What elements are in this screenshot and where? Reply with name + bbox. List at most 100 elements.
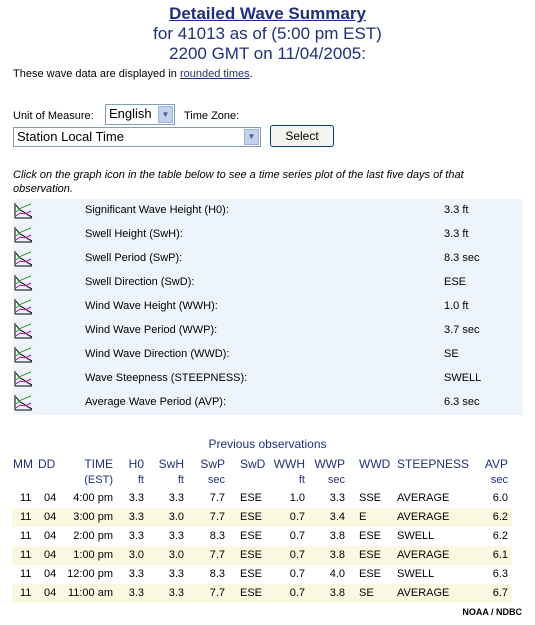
table-cell: 3.8 [329, 587, 345, 599]
summary-value: ESE [444, 276, 467, 288]
table-cell: SE [359, 587, 374, 599]
time-line: 2200 GMT on 11/04/2005: [169, 44, 366, 63]
graph-icon[interactable] [13, 226, 33, 244]
table-cell: 3.8 [329, 530, 345, 542]
summary-label: Wave Steepness (STEEPNESS): [85, 372, 248, 384]
chevron-down-icon[interactable]: ▼ [158, 106, 173, 123]
table-cell: 04 [44, 587, 57, 599]
table-cell: 3.3 [128, 587, 144, 599]
graph-icon[interactable] [13, 298, 33, 316]
table-cell: 04 [44, 530, 57, 542]
table-cell: 7.7 [209, 511, 225, 523]
graph-icon[interactable] [13, 202, 33, 220]
summary-row: Significant Wave Height (H0): 3.3 ft [13, 199, 523, 223]
table-cell: 4.0 [329, 568, 345, 580]
summary-label: Significant Wave Height (H0): [85, 204, 229, 216]
table-cell: 4:00 pm [73, 492, 113, 504]
table-cell: ESE [240, 530, 263, 542]
table-cell: ESE [359, 568, 382, 580]
note-suffix: . [249, 68, 253, 80]
summary-value: 8.3 sec [444, 252, 480, 264]
summary-label: Wind Wave Direction (WWD): [85, 348, 230, 360]
table-cell: 8.3 [209, 568, 225, 580]
table-cell: ESE [240, 587, 263, 599]
table-cell: 11 [20, 511, 32, 523]
table-cell: 11 [20, 568, 32, 580]
table-row: 11 04 12:00 pm 3.3 3.3 8.3 ESE 0.7 4.0 ESE SWELL 6.… [12, 565, 512, 584]
table-cell: 3.3 [168, 530, 184, 542]
summary-row: Swell Direction (SwD): ESE [13, 271, 523, 295]
table-cell: 3.3 [329, 492, 345, 504]
table-cell: 11 [20, 492, 32, 504]
table-cell: 3.3 [168, 492, 184, 504]
summary-value: 3.7 sec [444, 324, 480, 336]
table-cell: 3.3 [168, 568, 184, 580]
table-cell: 11 [20, 549, 32, 561]
graph-icon[interactable] [13, 394, 33, 412]
column-unit: sec [207, 474, 225, 486]
timezone-select[interactable]: Station Local Time ▼ [13, 127, 261, 147]
graph-icon[interactable] [13, 370, 33, 388]
column-unit: ft [177, 474, 184, 486]
timezone-label: Time Zone: [184, 110, 240, 122]
note-prefix: These wave data are displayed in [13, 68, 180, 80]
unit-select-value: English [109, 106, 152, 121]
table-cell: 3.3 [128, 511, 144, 523]
table-row: 11 04 11:00 am 3.3 3.3 7.7 ESE 0.7 3.8 SE AVERAGE 6… [12, 584, 512, 603]
table-cell: 3.3 [168, 587, 184, 599]
table-cell: SWELL [397, 568, 435, 580]
table-cell: 3.0 [168, 511, 184, 523]
table-cell: ESE [240, 568, 263, 580]
table-cell: ESE [359, 530, 382, 542]
chevron-down-icon[interactable]: ▼ [244, 129, 259, 145]
page-title-link[interactable]: Detailed Wave Summary [169, 4, 366, 23]
unit-label: Unit of Measure: [13, 110, 94, 122]
table-cell: 04 [44, 549, 57, 561]
table-row: 11 04 4:00 pm 3.3 3.3 7.7 ESE 1.0 3.3 SSE AVERAGE 6… [12, 489, 512, 508]
column-unit: ft [137, 474, 144, 486]
graph-icon[interactable] [13, 322, 33, 340]
rounded-times-note: These wave data are displayed in rounded… [13, 68, 253, 80]
unit-select[interactable]: English ▼ [105, 104, 175, 125]
table-cell: 7.7 [209, 492, 225, 504]
table-cell: 6.7 [492, 587, 508, 599]
summary-value: SWELL [444, 372, 482, 384]
column-unit: (EST) [84, 474, 113, 486]
table-cell: 2:00 pm [73, 530, 113, 542]
graph-icon[interactable] [13, 346, 33, 364]
table-row: 11 04 3:00 pm 3.3 3.0 7.7 ESE 0.7 3.4 E AVERAGE 6.2 [12, 508, 512, 527]
table-cell: 0.7 [289, 511, 305, 523]
table-cell: 7.7 [209, 549, 225, 561]
table-cell: 3.3 [128, 568, 144, 580]
table-cell: 0.7 [289, 568, 305, 580]
summary-row: Swell Period (SwP): 8.3 sec [13, 247, 523, 271]
summary-label: Average Wave Period (AVP): [85, 396, 227, 408]
table-cell: AVERAGE [397, 511, 450, 523]
table-cell: AVERAGE [397, 549, 450, 561]
column-header: AVP [484, 457, 508, 471]
table-cell: 0.7 [289, 587, 305, 599]
column-header: STEEPNESS [397, 457, 470, 471]
graph-icon[interactable] [13, 274, 33, 292]
summary-label: Swell Direction (SwD): [85, 276, 195, 288]
graph-icon[interactable] [13, 250, 33, 268]
summary-row: Wave Steepness (STEEPNESS): SWELL [13, 367, 523, 391]
table-cell: 3.3 [128, 492, 144, 504]
rounded-times-link[interactable]: rounded times [179, 68, 250, 80]
summary-label: Wind Wave Period (WWP): [85, 324, 218, 336]
table-cell: 3.4 [329, 511, 345, 523]
table-cell: 6.0 [492, 492, 508, 504]
column-header: SwP [200, 457, 225, 471]
table-cell: 7.7 [209, 587, 225, 599]
table-cell: 3.8 [329, 549, 345, 561]
graph-instructions: Click on the graph icon in the table bel… [13, 169, 464, 195]
table-cell: 1.0 [289, 492, 305, 504]
summary-row: Wind Wave Period (WWP): 3.7 sec [13, 319, 523, 343]
summary-label: Wind Wave Height (WWH): [85, 300, 218, 312]
column-header: TIME [84, 457, 113, 471]
column-header: SwD [240, 457, 266, 471]
table-cell: 6.3 [492, 568, 508, 580]
table-cell: 3.0 [168, 549, 184, 561]
table-cell: 04 [44, 568, 57, 580]
select-button[interactable]: Select [270, 125, 334, 147]
